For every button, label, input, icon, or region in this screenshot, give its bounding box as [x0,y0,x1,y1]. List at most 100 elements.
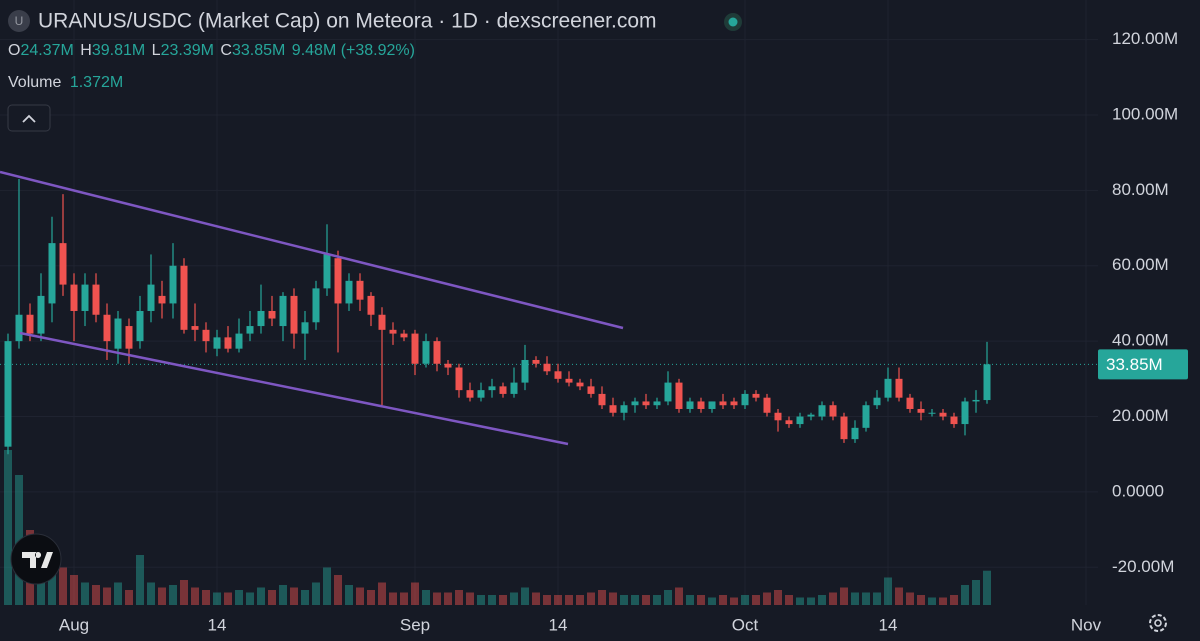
candle-body [928,412,936,414]
candle-body [92,284,100,315]
candle-body [59,243,67,285]
volume-bar [928,597,936,605]
volume-bar [279,585,287,605]
candle-body [620,405,628,413]
gear-center [1154,619,1162,627]
volume-bar [114,582,122,605]
candle-body [642,401,650,406]
volume-bar [587,592,595,605]
x-tick-label: 14 [208,615,227,634]
candle-body [180,265,188,330]
volume-bar [92,585,100,605]
legend-value: 23.39M [161,42,214,59]
candle-body [895,378,903,398]
legend-value: 24.37M [20,42,73,59]
volume-bar [367,590,375,605]
grid [0,0,1098,605]
candle-body [323,254,331,289]
volume-value: 1.372M [70,74,123,91]
y-tick-label: 0.0000 [1112,481,1164,500]
candle-body [840,416,848,440]
volume-bar [565,595,573,605]
y-tick-label: -20.00M [1112,557,1174,576]
volume-bar [59,567,67,605]
candle-body [796,416,804,425]
volume-bar [301,590,309,605]
volume-bar [488,595,496,605]
volume-bar [147,582,155,605]
candle-body [807,414,815,417]
volume-bar [818,595,826,605]
last-price-label: 33.85M [1106,355,1163,374]
candle-body [455,367,463,391]
candle-body [345,280,353,304]
candles [4,179,991,455]
candle-body [521,359,529,383]
collapse-icon [22,114,36,123]
legend-value: 33.85M [232,42,285,59]
candle-body [818,405,826,417]
candle-body [312,288,320,323]
legend-key: O [8,42,20,59]
volume-bar [972,580,980,605]
tv-logo-mark [22,552,53,568]
candle-body [873,397,881,406]
x-tick-label: 14 [549,615,568,634]
volume-bar [389,592,397,605]
volume-bar [422,590,430,605]
volume-bar [906,592,914,605]
volume-bar [268,590,276,605]
settings-button[interactable] [1149,614,1167,632]
volume-bar [70,575,78,605]
collapse-button[interactable] [7,104,51,132]
volume-bar [378,582,386,605]
candle-body [279,295,287,327]
time-axis-background [0,605,1098,641]
y-tick-label: 20.00M [1112,406,1169,425]
candle-body [499,386,507,394]
volume-bar [213,592,221,605]
volume-bar [774,590,782,605]
candle-body [114,318,122,349]
candle-body [37,295,45,334]
candle-body [631,401,639,406]
candle-body [70,284,78,311]
candle-body [136,310,144,342]
volume-bar [697,595,705,605]
candle-body [961,401,969,425]
candle-body [81,284,89,311]
gear [1149,614,1167,632]
volume-bar [708,597,716,605]
volume-bar [235,590,243,605]
volume-bar [290,587,298,605]
volume-bar [576,595,584,605]
volume-bar [444,592,452,605]
candle-body [224,337,232,349]
candle-body [829,405,837,417]
candle-body [213,337,221,349]
volume-bar [345,585,353,605]
volume-bar [510,592,518,605]
candle-body [246,326,254,334]
volume-bar [246,592,254,605]
y-tick-label: 60.00M [1112,255,1169,274]
candle-body [719,401,727,406]
volume-bar [664,590,672,605]
candle-body [422,341,430,364]
volume-bar [48,560,56,605]
candle-body [268,310,276,319]
candle-body [752,393,760,398]
volume-bar [158,587,166,605]
volume-bar [961,585,969,605]
axis-background [1098,0,1200,641]
y-tick-label: 80.00M [1112,180,1169,199]
volume-bar [950,595,958,605]
volume-bar [609,592,617,605]
legend-change: 9.48M (+38.92%) [292,42,415,59]
volume-bar [862,592,870,605]
candle-body [565,378,573,383]
volume-bar [719,595,727,605]
volume-bar [807,597,815,605]
